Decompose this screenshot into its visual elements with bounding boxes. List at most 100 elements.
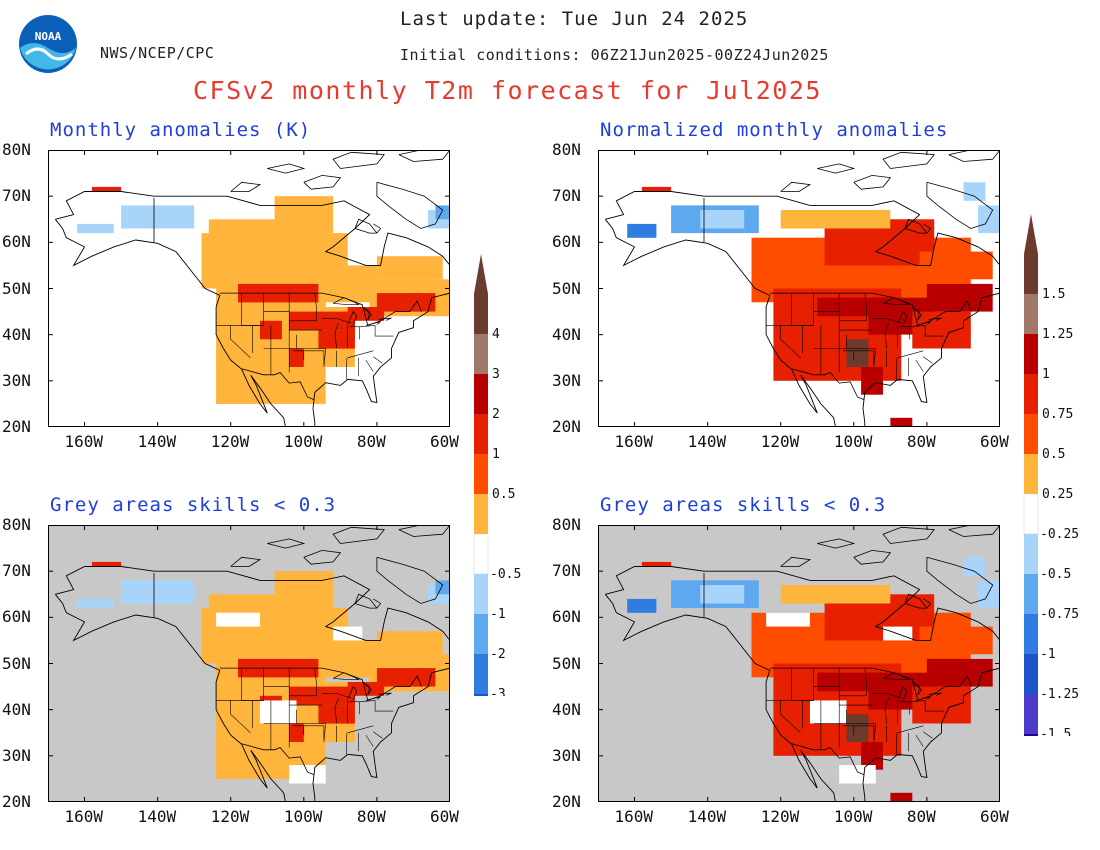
anomaly-cell — [347, 307, 385, 321]
lake-outline — [348, 310, 358, 326]
state-border — [374, 700, 394, 712]
panel-title-bottom-left: Grey areas skills < 0.3 — [50, 494, 337, 516]
island-outline — [332, 151, 385, 169]
state-border — [895, 732, 898, 755]
state-border — [915, 359, 924, 372]
colorbar-swatch — [474, 494, 488, 534]
colorbar-swatch — [474, 574, 488, 614]
island-outline — [923, 223, 932, 234]
panel-title-bottom-right: Grey areas skills < 0.3 — [600, 494, 887, 516]
lake-outline — [365, 321, 381, 326]
lake-outline — [928, 317, 942, 321]
lon-label: 100W — [833, 432, 873, 451]
state-border — [322, 693, 352, 699]
island-outline — [780, 181, 812, 192]
colorbar-swatch — [1024, 534, 1038, 574]
map-panel-top-right — [598, 150, 1000, 427]
state-border — [884, 697, 889, 724]
lat-label: 40N — [2, 324, 31, 344]
island-outline — [267, 163, 306, 174]
anomaly-cell — [978, 205, 1000, 234]
island-outline — [817, 163, 856, 174]
lake-outline — [378, 692, 392, 696]
state-border — [924, 325, 944, 337]
anomaly-cell — [208, 594, 290, 613]
anomaly-cell — [413, 293, 436, 312]
lake-outline — [882, 297, 910, 306]
lon-label: 160W — [64, 432, 104, 451]
anomaly-cell — [780, 585, 891, 604]
anomaly-cell — [289, 686, 355, 706]
anomaly-cell — [376, 668, 421, 687]
map-panel-bottom-left — [48, 525, 450, 802]
anomaly-cell — [289, 723, 304, 742]
anomaly-cell — [890, 792, 913, 802]
lake-outline — [898, 685, 908, 701]
island-outline — [332, 526, 385, 544]
colorbar-swatch — [1024, 254, 1038, 294]
colorbar-swatch — [1024, 654, 1038, 694]
colorbar-label: -0.5 — [1040, 567, 1071, 582]
anomaly-cell — [912, 311, 971, 349]
colorbar-neutral — [473, 533, 489, 575]
colorbar-label: 0.5 — [492, 487, 515, 502]
state-border — [915, 734, 924, 747]
state-border — [897, 350, 924, 359]
state-border — [780, 700, 801, 734]
anomaly-cell — [700, 585, 745, 604]
anomaly-cell — [846, 339, 869, 367]
colorbar-label: 0.25 — [1042, 487, 1073, 502]
state-border — [314, 668, 317, 696]
lake-outline — [915, 321, 931, 326]
colorbar-label: -1.5 — [1040, 727, 1071, 736]
state-border — [373, 731, 383, 739]
lake-outline — [378, 317, 392, 321]
anomaly-cell — [817, 672, 891, 692]
lake-outline — [362, 681, 372, 696]
unmasked-cell — [259, 700, 297, 724]
state-border — [349, 325, 376, 328]
colorbar-swatch — [1024, 614, 1038, 654]
colorbar-swatch — [474, 334, 488, 374]
lon-label: 120W — [210, 807, 250, 826]
colorbar-swatch — [1024, 374, 1038, 414]
island-outline — [303, 549, 342, 565]
colorbar-label: 0.75 — [1042, 407, 1073, 422]
anomaly-cell — [627, 223, 657, 238]
state-border — [292, 725, 325, 740]
colorbar-label: 1 — [492, 447, 500, 462]
lat-label: 70N — [552, 186, 581, 206]
state-border — [923, 731, 933, 739]
state-border — [873, 348, 876, 368]
state-border — [347, 350, 374, 359]
state-border — [334, 697, 339, 724]
anomaly-cell — [121, 580, 195, 604]
colorbar-label: 1.25 — [1042, 327, 1073, 342]
lon-label: 100W — [833, 807, 873, 826]
lon-label: 60W — [980, 807, 1009, 826]
state-border — [323, 348, 326, 368]
colorbar-label: -0.75 — [1040, 607, 1079, 622]
colorbar-right: 1.5 1.25 1 0.75 0.5 0.25 -0.25 -0.5 -0.75 -1 -1.25… — [1023, 214, 1079, 736]
lat-label: 20N — [552, 417, 581, 436]
lat-label: 80N — [2, 140, 31, 159]
colorbar-swatch — [474, 694, 488, 696]
island-outline — [853, 549, 892, 565]
logo-text: NOAA — [35, 30, 62, 43]
colorbar-swatch — [474, 294, 488, 334]
colorbar-label: -1 — [490, 607, 506, 622]
lake-outline — [332, 672, 360, 681]
colorbar-swatch — [474, 614, 488, 654]
island-outline — [853, 174, 892, 190]
colorbar-swatch — [474, 414, 488, 454]
anomaly-cell — [641, 186, 672, 192]
lat-label: 20N — [2, 417, 31, 436]
lat-label: 30N — [552, 745, 581, 765]
anomaly-cell — [77, 223, 114, 234]
anomaly-cell — [91, 186, 122, 192]
unmasked-cell — [839, 765, 876, 784]
colorbar-label: -1.25 — [1040, 687, 1079, 702]
lon-label: 120W — [760, 807, 800, 826]
colorbar-swatch — [1024, 334, 1038, 374]
unmasked-cell — [766, 612, 810, 627]
